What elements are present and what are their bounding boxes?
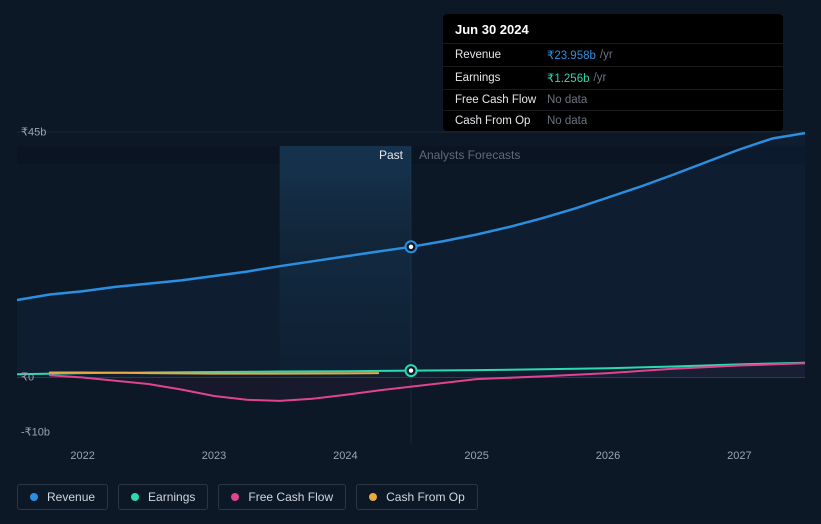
legend-label: Free Cash Flow [248, 490, 333, 504]
legend-item-earnings[interactable]: Earnings [118, 484, 208, 510]
tooltip-row: Free Cash FlowNo data [443, 89, 783, 110]
hover-tooltip: Jun 30 2024 Revenue₹23.958b/yrEarnings₹1… [443, 14, 783, 131]
x-tick-label: 2022 [70, 450, 94, 462]
tooltip-row-unit: /yr [594, 72, 607, 84]
tooltip-row-value: ₹23.958b [547, 48, 596, 62]
legend-label: Revenue [47, 490, 95, 504]
past-label: Past [379, 148, 403, 162]
legend-dot-icon [131, 493, 139, 501]
y-tick-label: ₹45b [21, 126, 46, 139]
legend-dot-icon [231, 493, 239, 501]
tooltip-row-value: No data [547, 115, 587, 127]
tooltip-row-label: Revenue [455, 49, 547, 61]
legend-item-cfo[interactable]: Cash From Op [356, 484, 478, 510]
x-tick-label: 2024 [333, 450, 357, 462]
tooltip-row: Revenue₹23.958b/yr [443, 43, 783, 66]
y-tick-label: -₹10b [21, 426, 50, 439]
legend-label: Cash From Op [386, 490, 465, 504]
legend-label: Earnings [148, 490, 195, 504]
x-tick-label: 2025 [464, 450, 488, 462]
legend-item-fcf[interactable]: Free Cash Flow [218, 484, 346, 510]
tooltip-row-value: No data [547, 94, 587, 106]
legend-dot-icon [30, 493, 38, 501]
legend-item-revenue[interactable]: Revenue [17, 484, 108, 510]
x-tick-label: 2027 [727, 450, 751, 462]
x-tick-label: 2023 [202, 450, 226, 462]
forecast-label: Analysts Forecasts [419, 148, 520, 162]
tooltip-row-label: Free Cash Flow [455, 94, 547, 106]
tooltip-row-value: ₹1.256b [547, 71, 590, 85]
tooltip-row: Earnings₹1.256b/yr [443, 66, 783, 89]
legend-dot-icon [369, 493, 377, 501]
y-tick-label: ₹0 [21, 371, 34, 384]
tooltip-row-unit: /yr [600, 49, 613, 61]
chart-legend: Revenue Earnings Free Cash Flow Cash From O… [17, 484, 478, 510]
tooltip-date: Jun 30 2024 [443, 14, 783, 43]
tooltip-row-label: Earnings [455, 72, 547, 84]
tooltip-row-label: Cash From Op [455, 115, 547, 127]
tooltip-row: Cash From OpNo data [443, 110, 783, 131]
x-tick-label: 2026 [596, 450, 620, 462]
